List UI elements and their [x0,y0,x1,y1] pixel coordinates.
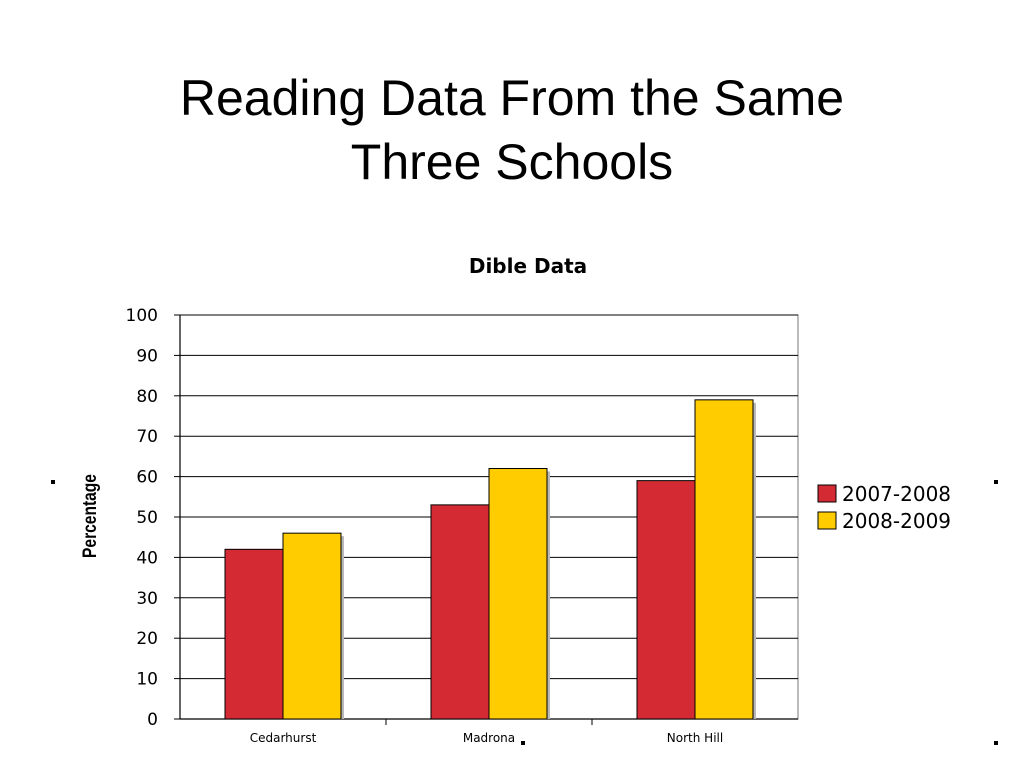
y-tick-label: 90 [136,346,158,366]
slide-title-line-1: Reading Data From the Same [179,70,845,126]
slide-title: Reading Data From the Same Three Schools [0,66,1024,194]
y-tick-label: 70 [136,427,158,447]
legend-swatch [817,484,837,503]
x-tick-label: Madrona [463,731,515,745]
legend-label: 2008-2009 [842,509,951,533]
placeholder-handle-right [994,480,998,484]
bar-madrona-2008-2009 [488,468,548,720]
slide-title-line-2: Three Schools [350,134,674,190]
y-tick-label: 50 [136,508,158,528]
bar-north-hill-2008-2009 [694,399,754,720]
bar-madrona-2007-2008 [430,504,490,720]
y-axis-label: Percentage [79,474,101,558]
placeholder-handle-bottom-right [994,741,998,745]
chart-title: Dible Data [469,254,587,278]
y-tick-label: 40 [136,548,158,568]
x-tick-label: North Hill [667,731,723,745]
x-tick-label: Cedarhurst [250,731,317,745]
placeholder-handle-left [51,480,55,484]
legend-label: 2007-2008 [842,482,951,506]
y-tick-label: 30 [136,589,158,609]
y-tick-label: 100 [126,306,158,326]
placeholder-handle-bottom-center [521,741,525,745]
y-tick-label: 10 [136,670,158,690]
bar-north-hill-2007-2008 [636,480,696,720]
legend-swatch [817,511,837,530]
bar-cedarhurst-2007-2008 [224,548,284,720]
y-tick-label: 0 [147,710,158,730]
bar-cedarhurst-2008-2009 [282,532,342,720]
y-tick-label: 60 [136,468,158,488]
y-tick-label: 20 [136,629,158,649]
y-tick-label: 80 [136,387,158,407]
